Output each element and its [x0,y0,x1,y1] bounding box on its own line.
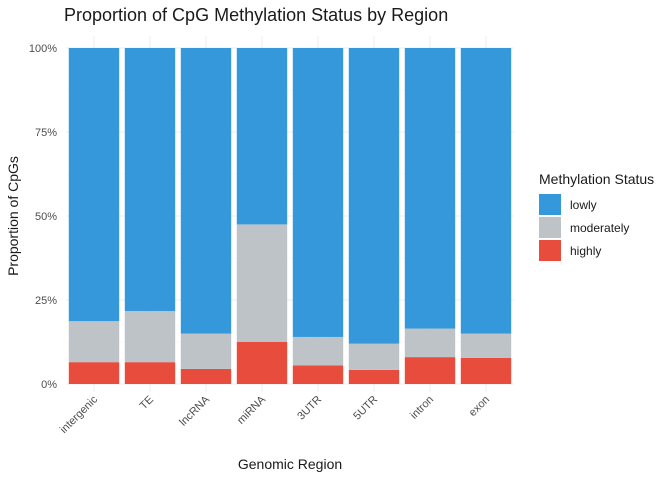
bar-highly [460,357,512,384]
y-tick-label: 50% [35,211,57,223]
legend-key-highly [539,240,561,261]
bar-lowly [404,48,456,329]
x-tick-label: 5UTR [351,394,380,423]
x-tick-label: TE [138,394,156,412]
bar-highly [236,342,288,384]
x-tick-label: exon [467,394,492,419]
bar-highly [292,365,344,384]
bar-lowly [460,48,512,334]
bar-moderately [68,321,120,363]
legend-title: Methylation Status [539,171,654,187]
bar-highly [124,362,176,384]
bar-lowly [292,48,344,337]
legend: Methylation Status lowly moderately highly [539,171,654,261]
chart-title: Proportion of CpG Methylation Status by … [64,5,448,25]
bar-lowly [348,48,400,344]
y-axis-ticks: 0% 25% 50% 75% 100% [29,43,57,391]
y-axis-title: Proportion of CpGs [5,156,21,276]
y-tick-label: 0% [41,379,57,391]
x-tick-label: intergenic [58,393,101,436]
bar-highly [348,369,400,384]
y-tick-label: 75% [35,127,57,139]
bars [68,48,512,384]
y-tick-label: 100% [29,43,57,55]
x-tick-label: miRNA [235,393,269,427]
bar-moderately [292,336,344,366]
bar-moderately [124,311,176,363]
x-axis-ticks: intergenic TE lncRNA miRNA 3UTR 5UTR intron exo… [58,393,492,436]
bar-lowly [180,48,232,334]
legend-label-lowly: lowly [570,198,597,212]
x-tick-label: 3UTR [295,394,324,423]
bar-moderately [460,333,512,358]
bar-highly [180,368,232,384]
bar-highly [68,362,120,384]
bar-moderately [348,343,400,370]
x-tick-label: intron [408,394,436,422]
y-tick-label: 25% [35,295,57,307]
bar-moderately [236,224,288,342]
bar-lowly [124,48,176,312]
x-tick-label: lncRNA [177,393,212,428]
bar-moderately [404,328,456,358]
bar-highly [404,357,456,384]
legend-label-moderately: moderately [570,221,629,235]
x-axis-title: Genomic Region [238,456,342,472]
bar-moderately [180,333,232,369]
legend-label-highly: highly [570,244,601,258]
bar-lowly [68,48,120,322]
legend-key-moderately [539,217,561,238]
bar-lowly [236,48,288,225]
legend-key-lowly [539,194,561,215]
